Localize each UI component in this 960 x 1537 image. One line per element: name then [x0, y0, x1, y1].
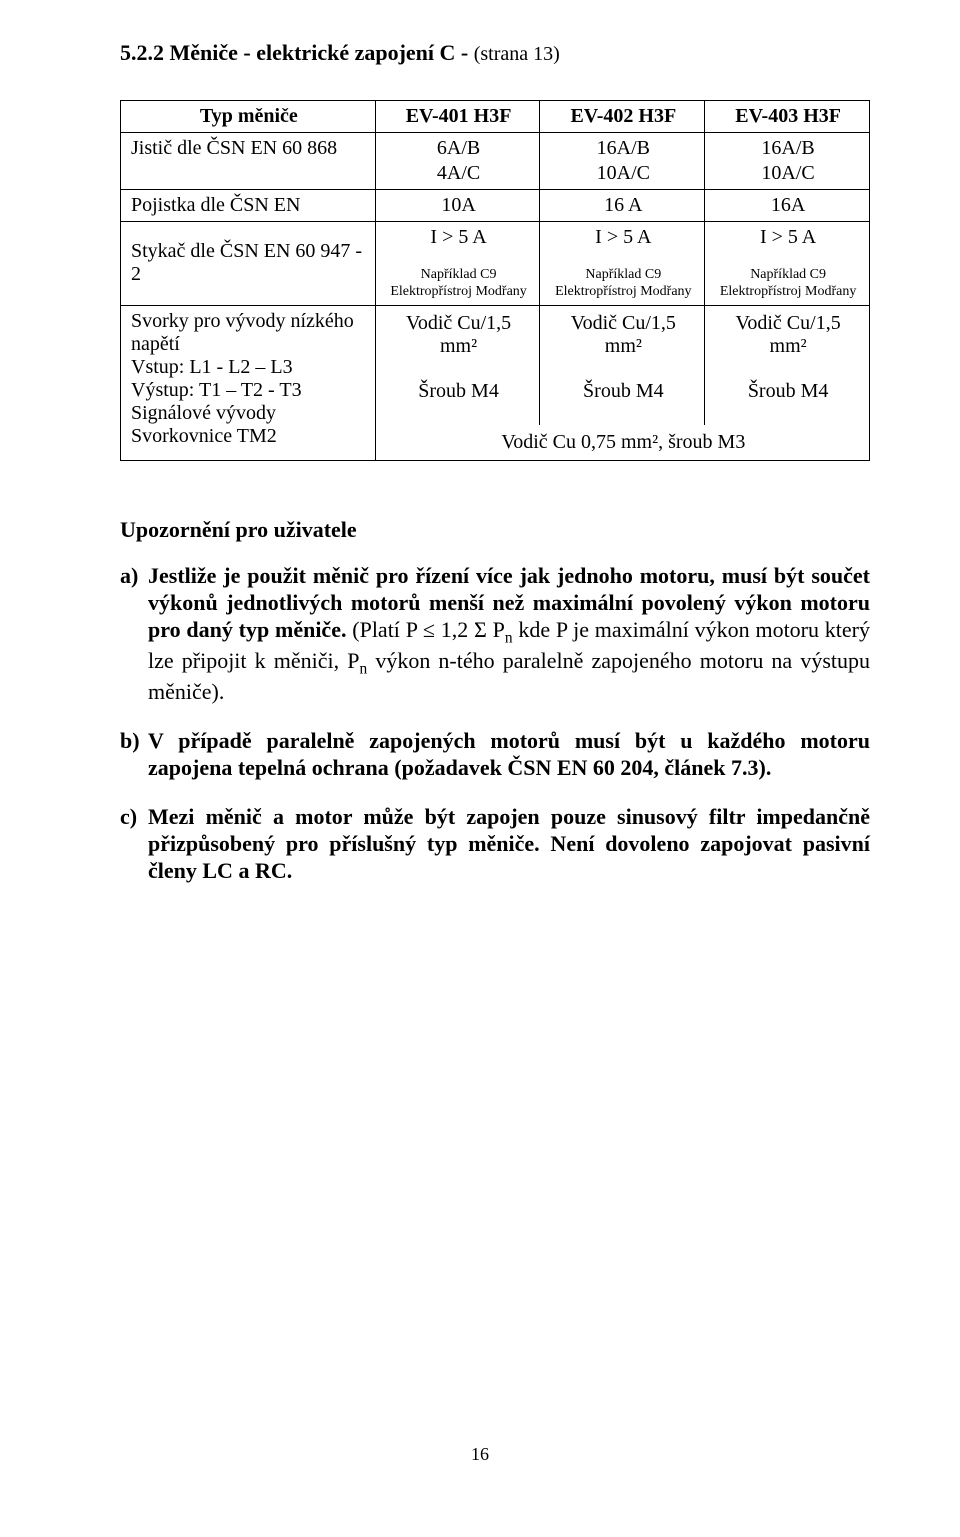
header-col-1: EV-401 H3F — [375, 101, 540, 133]
cell-small: Elektropřístroj Modřany — [720, 284, 856, 301]
header-label: Typ měniče — [121, 101, 376, 133]
cell-line: 6A/B — [437, 137, 480, 160]
list-marker: a) — [120, 563, 148, 706]
label-line: Svorky pro vývody nízkého — [131, 310, 367, 333]
table-cell: 16A/B 10A/C — [540, 133, 705, 190]
cell-line: 4A/C — [437, 162, 480, 185]
row-label: Stykač dle ČSN EN 60 947 - 2 — [121, 222, 376, 306]
label-line: napětí — [131, 333, 367, 356]
label-line: Signálové vývody — [131, 402, 367, 425]
cell-line: Vodič Cu/1,5 mm² — [386, 312, 532, 358]
table-cell: 10A — [375, 190, 540, 222]
table-header-row: Typ měniče EV-401 H3F EV-402 H3F EV-403 … — [121, 101, 870, 133]
subscript: n — [505, 629, 513, 646]
table-cell: I > 5 A Například C9 Elektropřístroj Mod… — [375, 222, 540, 306]
list-item: a) Jestliže je použit měnič pro řízení v… — [120, 563, 870, 706]
row-label: Svorky pro vývody nízkého napětí Vstup: … — [121, 305, 376, 460]
cell-line: 10A/C — [761, 162, 814, 185]
list-item: b) V případě paralelně zapojených motorů… — [120, 728, 870, 782]
item-text: (Platí P — [346, 617, 422, 642]
cell-line: Šroub M4 — [418, 380, 499, 403]
label-line: Svorkovnice TM2 — [131, 425, 367, 448]
cell-line: Šroub M4 — [583, 380, 664, 403]
page-number: 16 — [0, 1444, 960, 1465]
item-text: 1,2 Σ P — [435, 617, 505, 642]
cell-line: Šroub M4 — [748, 380, 829, 403]
table-cell: Vodič Cu/1,5 mm² Šroub M4 — [375, 305, 540, 425]
table-cell: Vodič Cu/1,5 mm² Šroub M4 — [705, 305, 870, 425]
list-marker: c) — [120, 804, 148, 884]
cell-top: I > 5 A — [430, 226, 486, 249]
table-row: Pojistka dle ČSN EN 10A 16 A 16A — [121, 190, 870, 222]
cell-line: Vodič Cu/1,5 mm² — [715, 312, 861, 358]
cell-small: Například C9 — [585, 267, 661, 284]
header-col-3: EV-403 H3F — [705, 101, 870, 133]
row-label: Jistič dle ČSN EN 60 868 — [121, 133, 376, 190]
leq-symbol: ≤ — [423, 617, 435, 642]
table-row: Svorky pro vývody nízkého napětí Vstup: … — [121, 305, 870, 425]
cell-line: 10A/C — [597, 162, 650, 185]
cell-line: Vodič Cu/1,5 mm² — [550, 312, 696, 358]
list-content: Jestliže je použit měnič pro řízení více… — [148, 563, 870, 706]
section-page-ref: (strana 13) — [474, 43, 560, 65]
item-bold: V případě paralelně zapojených motorů mu… — [148, 728, 870, 780]
section-title: Měniče - elektrické zapojení C - — [170, 40, 469, 65]
spec-table: Typ měniče EV-401 H3F EV-402 H3F EV-403 … — [120, 100, 870, 461]
merged-cell: Vodič Cu 0,75 mm², šroub M3 — [375, 425, 869, 461]
table-cell: 16A — [705, 190, 870, 222]
cell-top: I > 5 A — [595, 226, 651, 249]
table-cell: I > 5 A Například C9 Elektropřístroj Mod… — [705, 222, 870, 306]
cell-line: 16A/B — [597, 137, 650, 160]
label-line: Vstup: L1 - L2 – L3 — [131, 356, 367, 379]
item-bold: Mezi měnič a motor může být zapojen pouz… — [148, 804, 870, 883]
row-label: Pojistka dle ČSN EN — [121, 190, 376, 222]
header-col-2: EV-402 H3F — [540, 101, 705, 133]
notice-heading: Upozornění pro uživatele — [120, 517, 870, 544]
table-cell: 16A/B 10A/C — [705, 133, 870, 190]
section-heading: 5.2.2 Měniče - elektrické zapojení C - (… — [120, 40, 870, 66]
list-content: Mezi měnič a motor může být zapojen pouz… — [148, 804, 870, 884]
cell-small: Například C9 — [421, 267, 497, 284]
cell-small: Elektropřístroj Modřany — [555, 284, 691, 301]
notice-block: Upozornění pro uživatele a) Jestliže je … — [120, 517, 870, 885]
table-row: Stykač dle ČSN EN 60 947 - 2 I > 5 A Nap… — [121, 222, 870, 306]
table-cell: I > 5 A Například C9 Elektropřístroj Mod… — [540, 222, 705, 306]
section-number: 5.2.2 — [120, 40, 164, 65]
list-marker: b) — [120, 728, 148, 782]
table-row: Jistič dle ČSN EN 60 868 6A/B 4A/C 16A/B… — [121, 133, 870, 190]
cell-small: Například C9 — [750, 267, 826, 284]
list-content: V případě paralelně zapojených motorů mu… — [148, 728, 870, 782]
list-item: c) Mezi měnič a motor může být zapojen p… — [120, 804, 870, 884]
table-cell: Vodič Cu/1,5 mm² Šroub M4 — [540, 305, 705, 425]
cell-small: Elektropřístroj Modřany — [390, 284, 526, 301]
cell-top: I > 5 A — [760, 226, 816, 249]
cell-line: 16A/B — [761, 137, 814, 160]
label-line: Výstup: T1 – T2 - T3 — [131, 379, 367, 402]
table-cell: 6A/B 4A/C — [375, 133, 540, 190]
table-cell: 16 A — [540, 190, 705, 222]
